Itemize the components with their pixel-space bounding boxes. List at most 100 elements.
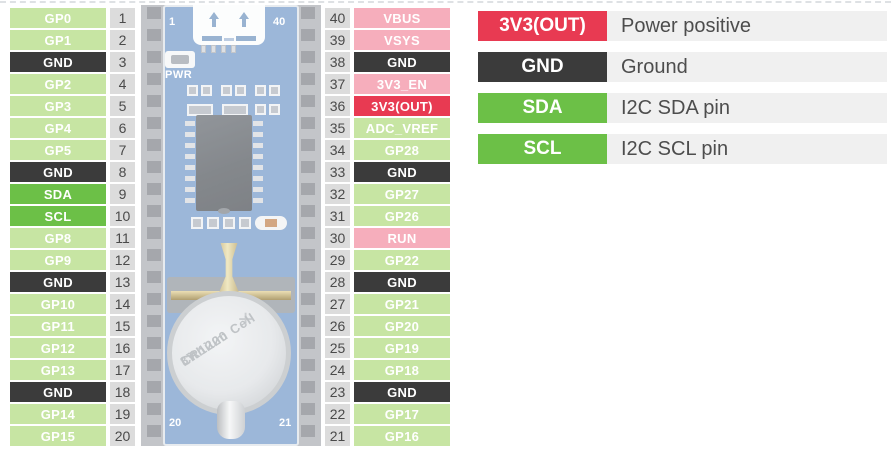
pin-label-8: GND (10, 162, 106, 182)
usb-leg (211, 45, 216, 53)
chip-pin-right (253, 187, 263, 192)
pin-number-39: 39 (325, 30, 350, 50)
legend-description: Power positive (607, 11, 887, 41)
pin-label-40: VBUS (354, 8, 450, 28)
usb-pad (202, 36, 222, 41)
pin-row-32: 32 GP27 (325, 184, 450, 204)
pin-label-25: GP19 (354, 338, 450, 358)
pin-label-12: GP9 (10, 250, 106, 270)
smd-component (187, 85, 198, 96)
pin-label-24: GP18 (354, 360, 450, 380)
pin-number-16: 16 (110, 338, 135, 358)
pin-row-11: GP8 11 (10, 228, 135, 248)
smd-component (269, 85, 280, 96)
board-fade-overlay (141, 5, 321, 446)
pin-label-36: 3V3(OUT) (354, 96, 450, 116)
pin-row-8: GND 8 (10, 162, 135, 182)
pin-label-35: ADC_VREF (354, 118, 450, 138)
right-pin-column: 40 VBUS 39 VSYS 38 GND 37 3V3_EN 36 3V3(OUT) 35 ADC… (325, 8, 450, 446)
pin-number-2: 2 (110, 30, 135, 50)
board-pin20-label: 20 (169, 417, 182, 429)
pin-row-25: 25 GP19 (325, 338, 450, 358)
pin-number-35: 35 (325, 118, 350, 138)
pin-label-31: GP26 (354, 206, 450, 226)
pin-number-24: 24 (325, 360, 350, 380)
pin-number-17: 17 (110, 360, 135, 380)
pin-number-20: 20 (110, 426, 135, 446)
smd-component (223, 217, 235, 229)
pin-row-40: 40 VBUS (325, 8, 450, 28)
pin-number-9: 9 (110, 184, 135, 204)
pin-row-31: 31 GP26 (325, 206, 450, 226)
chip-pin-right (253, 121, 263, 126)
usb-leg (221, 45, 226, 53)
pin-number-34: 34 (325, 140, 350, 160)
chip-pin-left (185, 132, 195, 137)
pin-row-12: GP9 12 (10, 250, 135, 270)
chip-pin-left (185, 176, 195, 181)
pin-number-29: 29 (325, 250, 350, 270)
chip-pin-right (253, 165, 263, 170)
pin-number-28: 28 (325, 272, 350, 292)
legend-badge: GND (478, 52, 607, 82)
pin-number-1: 1 (110, 8, 135, 28)
pin-number-21: 21 (325, 426, 350, 446)
pin-number-37: 37 (325, 74, 350, 94)
chip-pin-left (185, 187, 195, 192)
pin-row-17: GP13 17 (10, 360, 135, 380)
pin-row-16: GP12 16 (10, 338, 135, 358)
legend-row-3v3out: 3V3(OUT) Power positive (478, 11, 887, 41)
pin-number-6: 6 (110, 118, 135, 138)
pin-number-4: 4 (110, 74, 135, 94)
pin-row-26: 26 GP20 (325, 316, 450, 336)
pin-row-24: 24 GP18 (325, 360, 450, 380)
top-dashed-edge (0, 1, 891, 3)
usb-leg (231, 45, 236, 53)
rtc-chip (196, 115, 252, 214)
pin-row-5: GP3 5 (10, 96, 135, 116)
pin-number-13: 13 (110, 272, 135, 292)
pin-number-36: 36 (325, 96, 350, 116)
usb-pad (236, 36, 256, 41)
pin-row-6: GP4 6 (10, 118, 135, 138)
legend-row-scl: SCL I2C SCL pin (478, 134, 887, 164)
pin-label-37: 3V3_EN (354, 74, 450, 94)
pin-label-10: SCL (10, 206, 106, 226)
pin-row-4: GP2 4 (10, 74, 135, 94)
pin-label-17: GP13 (10, 360, 106, 380)
pin-label-23: GND (354, 382, 450, 402)
pin-number-14: 14 (110, 294, 135, 314)
chip-pin-right (253, 143, 263, 148)
chip-pin-left (185, 121, 195, 126)
smd-component (269, 104, 280, 115)
smd-component (221, 85, 232, 96)
pin-row-35: 35 ADC_VREF (325, 118, 450, 138)
pin-label-27: GP21 (354, 294, 450, 314)
pin-number-38: 38 (325, 52, 350, 72)
pin-row-27: 27 GP21 (325, 294, 450, 314)
pin-row-39: 39 VSYS (325, 30, 450, 50)
usb-arrow-icon (237, 12, 251, 28)
pin-label-13: GND (10, 272, 106, 292)
pin-label-7: GP5 (10, 140, 106, 160)
legend-row-gnd: GND Ground (478, 52, 887, 82)
chip-pin-left (185, 143, 195, 148)
pin-row-22: 22 GP17 (325, 404, 450, 424)
legend-description: Ground (607, 52, 887, 82)
pin-row-21: 21 GP16 (325, 426, 450, 446)
pin-number-8: 8 (110, 162, 135, 182)
pin-row-36: 36 3V3(OUT) (325, 96, 450, 116)
battery-plus-mark: + (238, 304, 254, 334)
chip-pin-left (185, 165, 195, 170)
pin-number-5: 5 (110, 96, 135, 116)
pin-row-30: 30 RUN (325, 228, 450, 248)
pin-row-34: 34 GP28 (325, 140, 450, 160)
pin-row-15: GP11 15 (10, 316, 135, 336)
legend-badge: 3V3(OUT) (478, 11, 607, 41)
pin-label-11: GP8 (10, 228, 106, 248)
coin-cell-battery: + Lithium Cell CR1220 3V (167, 291, 291, 415)
pin-label-32: GP27 (354, 184, 450, 204)
smd-component (239, 217, 251, 229)
legend: 3V3(OUT) Power positive GND Ground SDA I2C SD… (478, 11, 887, 164)
